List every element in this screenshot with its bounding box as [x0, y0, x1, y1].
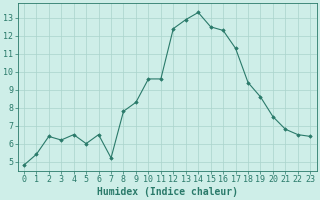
X-axis label: Humidex (Indice chaleur): Humidex (Indice chaleur) — [97, 186, 237, 197]
